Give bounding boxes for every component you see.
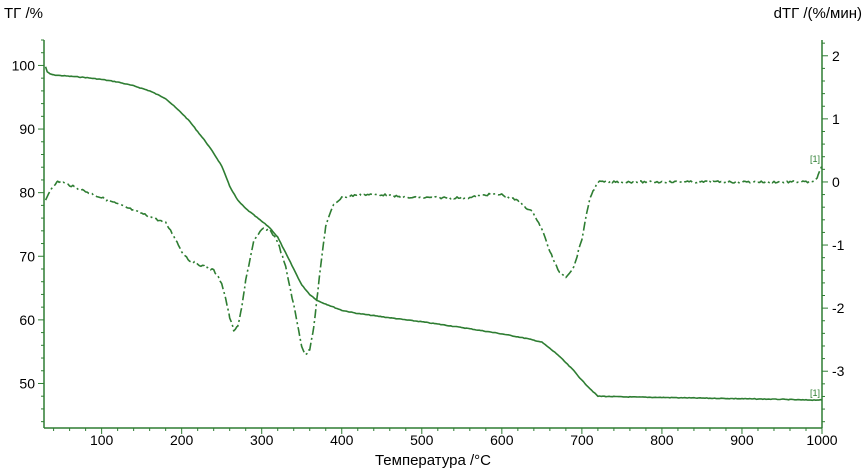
tg-curve [44, 66, 823, 402]
y-axis-right-tick-label: 2 [832, 48, 840, 64]
x-axis-tick-label: 200 [170, 432, 194, 448]
x-axis-tick-label: 900 [730, 432, 754, 448]
x-axis-tick-label: 100 [90, 432, 114, 448]
y-axis-left-tick-label: 80 [19, 185, 35, 201]
dtg-curve [44, 165, 823, 356]
y-axis-right-tick-label: 1 [832, 111, 840, 127]
y-axis-left-tick-label: 70 [19, 248, 35, 264]
x-axis-tick-label: 300 [250, 432, 274, 448]
y-axis-left-title: ТГ /% [4, 5, 43, 22]
y-axis-right-tick-label: -1 [832, 237, 845, 253]
dtg-series-marker-label: [1] [810, 154, 820, 164]
y-axis-left-tick-label: 90 [19, 121, 35, 137]
x-axis-tick-label: 800 [650, 432, 674, 448]
y-axis-left-tick-label: 100 [12, 57, 36, 73]
y-axis-right-tick-label: 0 [832, 174, 840, 190]
axes: 50 60 70 80 90 100 -3 -2 -1 0 1 2 100 200 300 400 500 600… [12, 39, 845, 448]
plot-area [44, 66, 823, 402]
x-axis-title: Температура /°C [375, 452, 491, 469]
y-axis-left-tick-label: 50 [19, 375, 35, 391]
x-axis-tick-label: 600 [490, 432, 514, 448]
tg-series-marker-label: [1] [810, 388, 820, 398]
y-axis-right-tick-label: -3 [832, 363, 845, 379]
series-markers: [1] [1] [810, 154, 820, 398]
y-axis-right-tick-label: -2 [832, 300, 845, 316]
y-axis-right-title: dТГ /(%/мин) [774, 5, 862, 22]
x-axis-tick-label: 700 [570, 432, 594, 448]
x-axis-tick-label: 1000 [806, 432, 837, 448]
y-axis-left-tick-label: 60 [19, 312, 35, 328]
x-axis-tick-label: 400 [330, 432, 354, 448]
x-axis-tick-label: 500 [410, 432, 434, 448]
